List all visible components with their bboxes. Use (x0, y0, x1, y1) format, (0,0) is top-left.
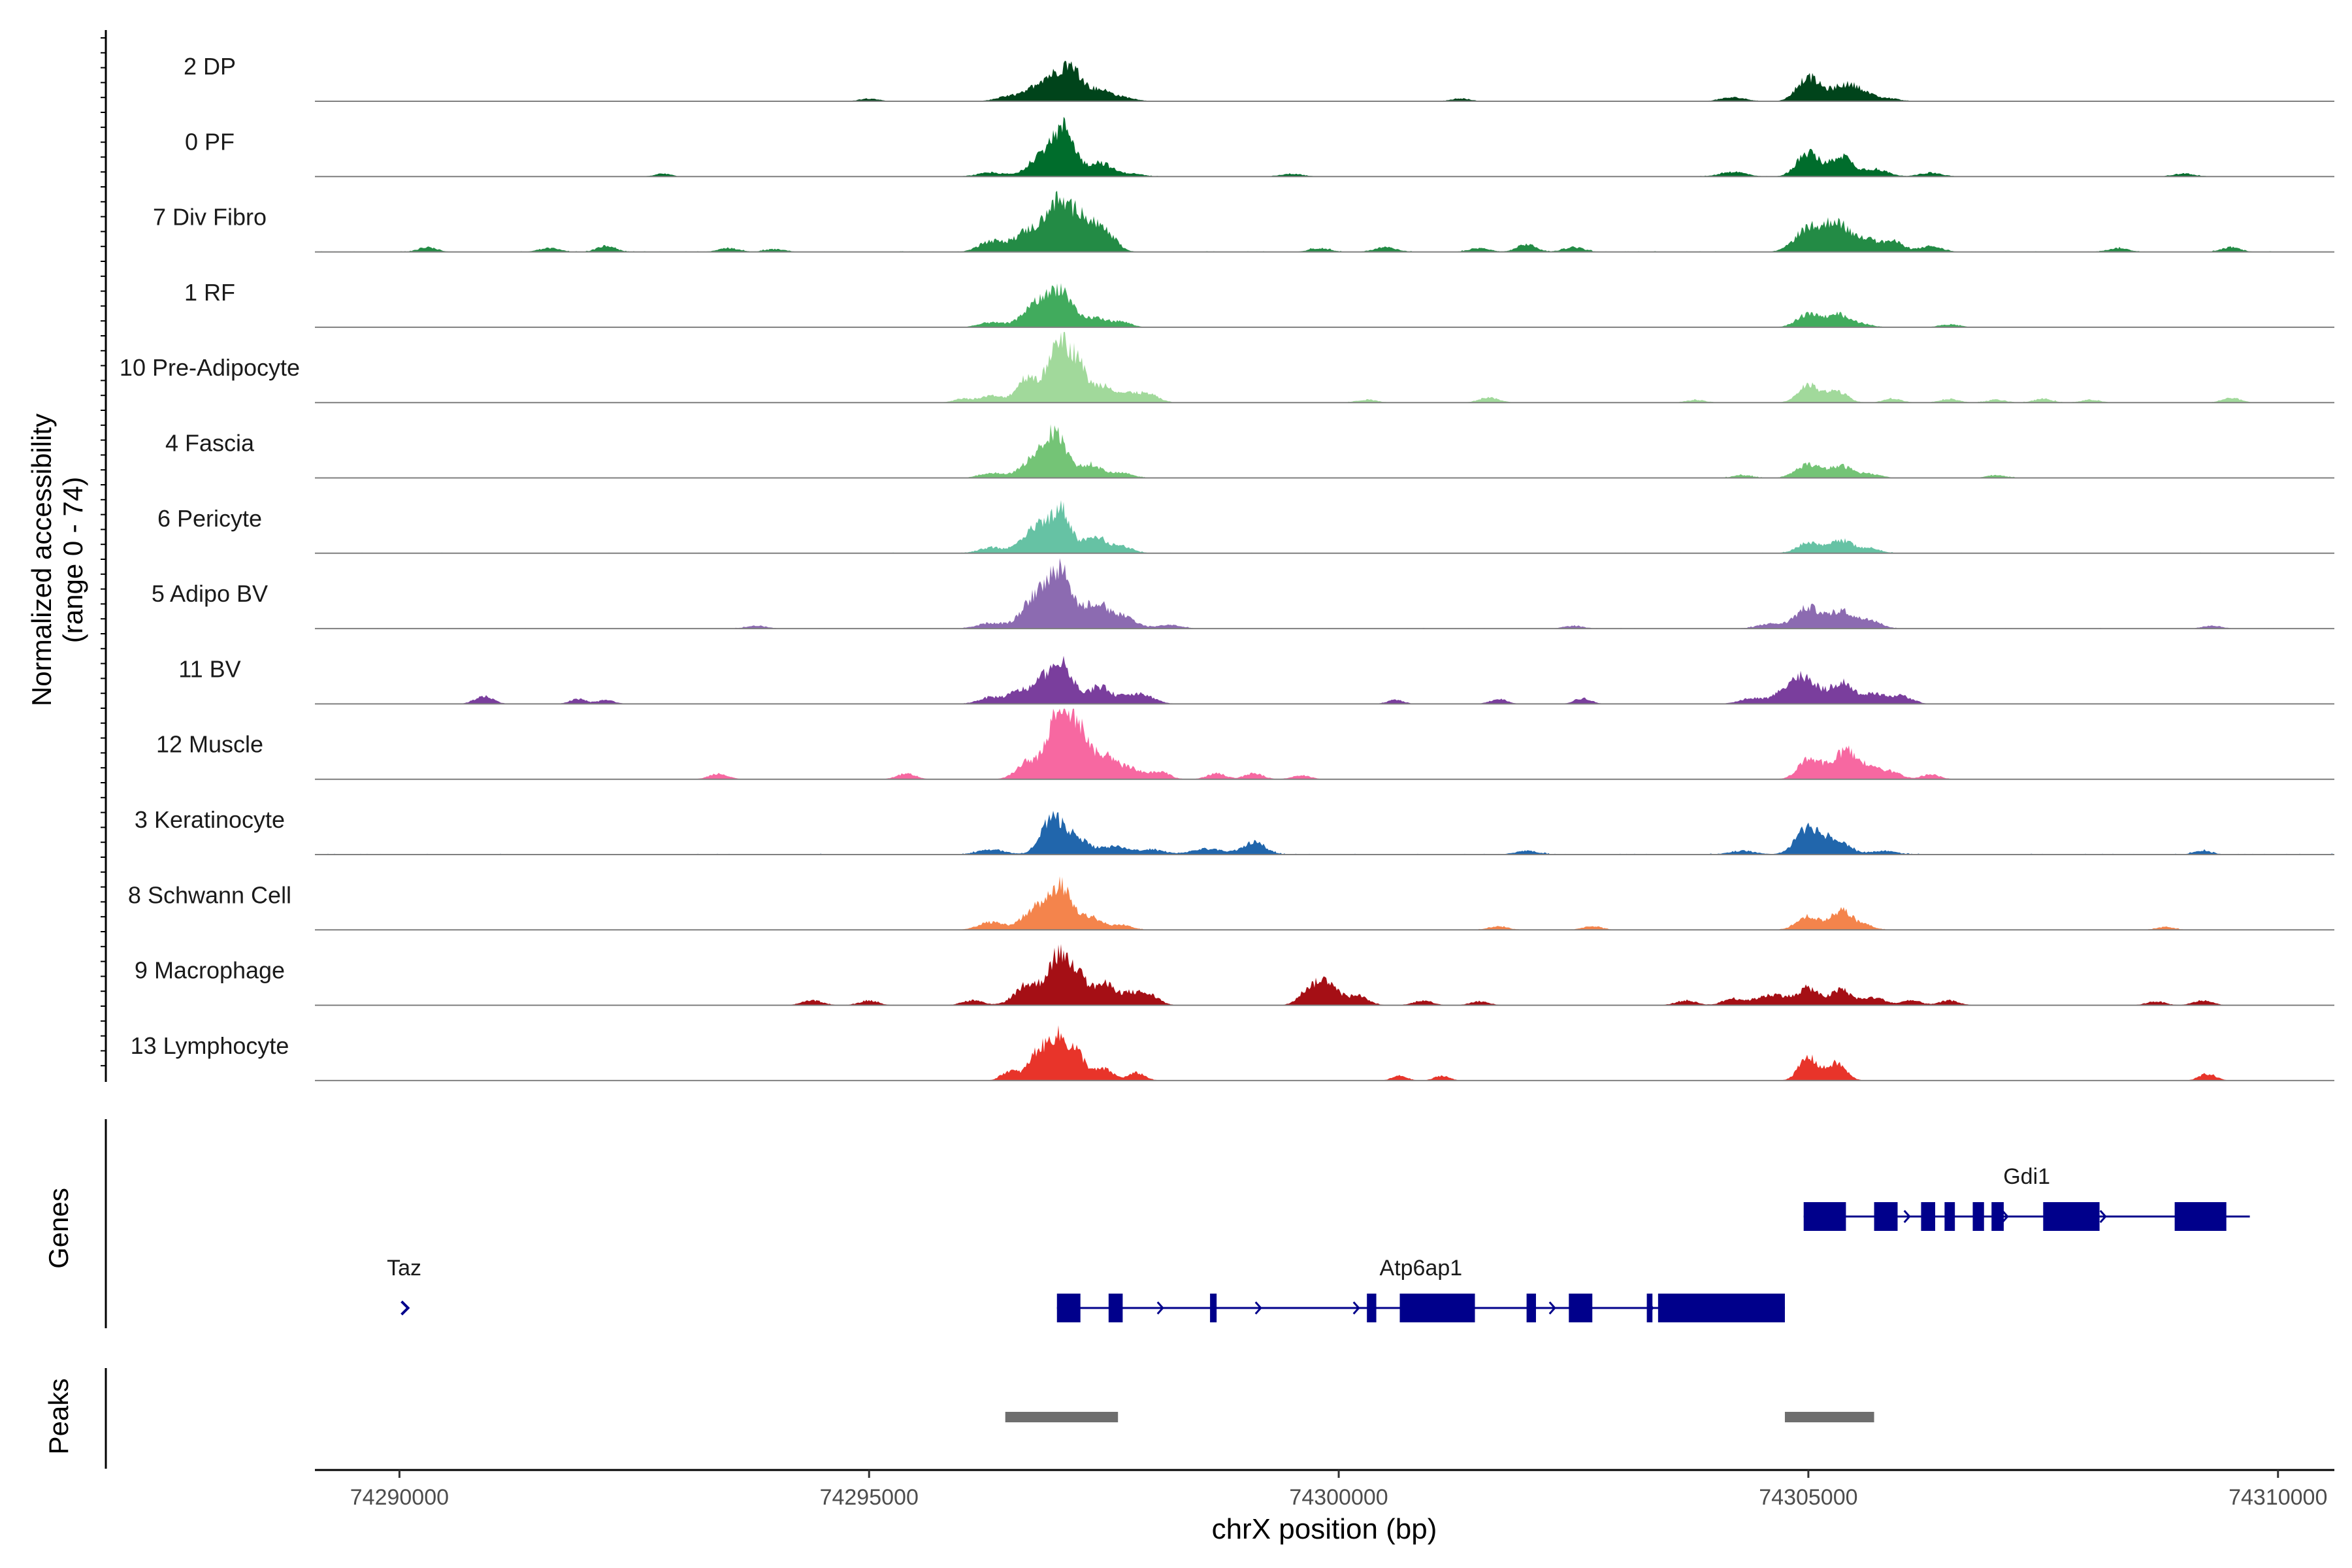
gene-model: Gdi1 (1803, 1164, 2250, 1231)
coverage-track: 11 BV (178, 655, 2334, 705)
gene-exon (1803, 1202, 1846, 1231)
coverage-track: 2 DP (184, 53, 2334, 102)
y-axis-label: Normalized accessibility (26, 414, 57, 706)
coverage-track-signal (315, 283, 2334, 327)
coverage-track-label: 7 Div Fibro (153, 204, 267, 231)
coverage-track-label: 13 Lymphocyte (131, 1032, 289, 1059)
coverage-track: 6 Pericyte (157, 500, 2334, 554)
gene-exon (1399, 1294, 1475, 1322)
strand-arrow (2099, 1210, 2107, 1223)
coverage-track-label: 8 Schwann Cell (128, 881, 291, 908)
coverage-track-label: 1 RF (184, 279, 235, 306)
coverage-track: 1 RF (184, 279, 2334, 328)
coverage-track: 7 Div Fibro (153, 191, 2334, 253)
gene-exon (1972, 1202, 1984, 1231)
coverage-track-signal (315, 191, 2334, 252)
strand-arrow (1352, 1301, 1360, 1315)
coverage-track-signal (315, 655, 2334, 704)
gene-model: Atp6ap1 (1056, 1256, 1785, 1322)
coverage-track-label: 3 Keratinocyte (135, 806, 285, 833)
strand-arrow (1254, 1301, 1262, 1315)
coverage-track-label: 11 BV (178, 655, 240, 682)
coverage-track: 9 Macrophage (135, 944, 2334, 1006)
coverage-track: 13 Lymphocyte (131, 1025, 2334, 1081)
gene-exon (1991, 1202, 2004, 1231)
gene-label: Taz (387, 1256, 421, 1281)
strand-arrow (1903, 1210, 1911, 1223)
strand-arrow (1156, 1301, 1164, 1315)
gene-exon (1210, 1294, 1217, 1322)
strand-arrow (2001, 1210, 2009, 1223)
gene-exon (2174, 1202, 2227, 1231)
x-axis-tick-label: 74305000 (1759, 1485, 1857, 1510)
coverage-track: 10 Pre-Adipocyte (120, 332, 2334, 404)
peak-region (1784, 1412, 1874, 1422)
coverage-track: 8 Schwann Cell (128, 876, 2334, 931)
coverage-track-signal (315, 1025, 2334, 1081)
coverage-track: 0 PF (185, 116, 2334, 178)
peak-region (1005, 1412, 1119, 1422)
gene-exon (1056, 1294, 1081, 1322)
gene-exon (1646, 1294, 1653, 1322)
gene-exon (1526, 1294, 1536, 1322)
gene-exon (1944, 1202, 1955, 1231)
coverage-track: 12 Muscle (156, 708, 2334, 780)
x-axis-tick-label: 74300000 (1289, 1485, 1388, 1510)
x-axis: 74290000 74295000 74300000 74305000 74310000 (315, 1469, 2334, 1510)
coverage-track-label: 0 PF (185, 128, 235, 155)
genes-panel-label: Genes (43, 1188, 74, 1269)
coverage-track-label: 5 Adipo BV (152, 580, 268, 607)
gene-exon (2043, 1202, 2100, 1231)
coverage-track: 4 Fascia (165, 424, 2334, 479)
y-axis-range-label: (range 0 - 74) (57, 477, 88, 643)
gene-exon (1367, 1294, 1377, 1322)
x-axis-tick-label: 74295000 (820, 1485, 919, 1510)
coverage-track-label: 4 Fascia (165, 430, 255, 457)
gene-label: Gdi1 (2003, 1164, 2050, 1189)
coverage-track-label: 6 Pericyte (157, 505, 262, 532)
gene-label: Atp6ap1 (1380, 1256, 1463, 1281)
coverage-track: 3 Keratinocyte (135, 806, 2334, 855)
strand-arrow (1548, 1301, 1556, 1315)
peaks-panel (105, 1368, 1874, 1469)
gene-exon (1874, 1202, 1898, 1231)
coverage-track-label: 12 Muscle (156, 731, 263, 758)
gene-model: Taz (387, 1256, 421, 1316)
strand-arrow (400, 1300, 410, 1316)
genes-panel: Gdi1 Taz Atp6ap1 (105, 1119, 2250, 1328)
x-axis-tick-label: 74290000 (350, 1485, 449, 1510)
gene-exon (1108, 1294, 1123, 1322)
peaks-panel-label: Peaks (43, 1379, 74, 1455)
coverage-track: 5 Adipo BV (152, 558, 2334, 630)
coverage-track-signal (315, 944, 2334, 1005)
coverage-track-label: 10 Pre-Adipocyte (120, 354, 300, 381)
coverage-track-label: 9 Macrophage (135, 957, 285, 984)
coverage-track-signal (315, 60, 2334, 101)
coverage-track-label: 2 DP (184, 53, 236, 80)
coverage-track-signal (315, 811, 2334, 855)
coverage-panel: 2 DP 0 PF 7 Div Fibro 1 RF 10 Pre-Adipocyte 4… (101, 30, 2334, 1082)
x-axis-tick-label: 74310000 (2229, 1485, 2327, 1510)
gene-exon (1569, 1294, 1593, 1322)
gene-exon (1658, 1294, 1785, 1322)
gene-exon (1921, 1202, 1935, 1231)
coverage-track-signal (315, 116, 2334, 177)
x-axis-label: chrX position (bp) (1212, 1513, 1437, 1545)
